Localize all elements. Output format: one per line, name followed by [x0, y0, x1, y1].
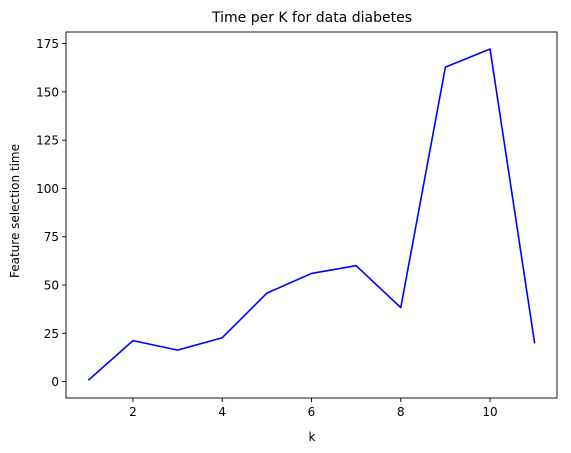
series-line: [87, 48, 536, 381]
y-axis-label: Feature selection time: [8, 144, 22, 278]
y-tick-label: 100: [36, 182, 59, 196]
x-tick-label: 4: [218, 405, 226, 419]
chart-title: Time per K for data diabetes: [211, 10, 412, 26]
x-tick-label: 2: [129, 405, 137, 419]
y-axis: 0 25 50 75 100 125 150 175: [36, 37, 66, 389]
y-tick-label: 150: [36, 85, 59, 99]
x-tick-label: 8: [397, 405, 405, 419]
plot-frame: [65, 31, 558, 399]
y-tick-label: 25: [44, 327, 59, 341]
y-tick-label: 0: [51, 375, 59, 389]
y-tick-label: 50: [44, 279, 59, 293]
y-tick-label: 175: [36, 37, 59, 51]
x-axis-label: k: [309, 430, 316, 444]
x-tick-label: 6: [308, 405, 316, 419]
y-tick-label: 125: [36, 134, 59, 148]
x-axis: 2 4 6 8 10: [129, 398, 498, 419]
y-tick-label: 75: [44, 230, 59, 244]
x-tick-label: 10: [482, 405, 497, 419]
plot-area: [87, 48, 536, 381]
